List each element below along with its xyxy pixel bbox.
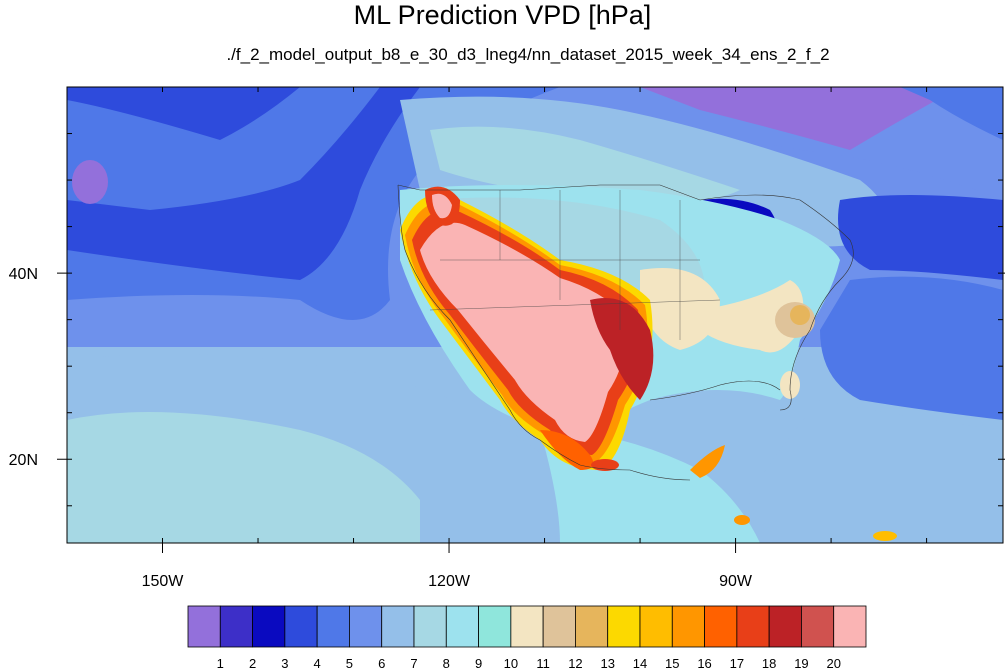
lon-tick-label: 150W [142,573,185,590]
colorbar-label: 10 [504,656,518,671]
colorbar-swatch [607,605,641,648]
colorbar-label: 18 [762,656,776,671]
field-ne-coast [838,195,1003,280]
field-oregon-max [432,193,452,219]
colorbar-label: 15 [665,656,679,671]
field-hawaii-band [67,412,420,543]
field-canada-2 [900,87,1003,140]
colorbar-swatch [671,605,705,648]
colorbar-swatch [768,605,802,648]
lon-tick-label: 90W [719,573,753,590]
colorbar-label: 20 [826,656,840,671]
field-sa-hot [873,531,897,541]
colorbar-label: 13 [600,656,614,671]
colorbar-swatch [704,605,738,648]
state-lines [429,190,721,340]
west-coast-line [397,184,691,481]
east-coast-line [699,194,854,411]
colorbar-swatch [736,605,770,648]
colorbar-label: 4 [314,656,321,671]
colorbar-swatch [219,605,253,648]
colorbar-label: 16 [697,656,711,671]
lat-tick-label: 40N [9,266,38,283]
colorbar-label: 3 [281,656,288,671]
map-frame [66,86,1004,544]
colorbar-label: 14 [633,656,647,671]
field-texas-hot [590,298,654,400]
colorbar-swatch [639,605,673,648]
colorbar-swatch [478,605,512,648]
colorbar-label: 8 [443,656,450,671]
colorbar-swatch [510,605,544,648]
colorbar-label: 1 [217,656,224,671]
colorbar-swatch [801,605,835,648]
field-caribbean [720,400,1003,543]
colorbar-swatch [542,605,576,648]
colorbar-label: 7 [410,656,417,671]
chart-title: ML Prediction VPD [hPa] [353,0,652,30]
colorbar-swatch [833,605,867,648]
colorbar-swatch [413,605,447,648]
field-canada-land-2 [430,126,740,204]
lat-ticks: 40N 20N [9,86,1005,507]
colorbar-swatch [316,605,350,648]
colorbar-label: 12 [568,656,582,671]
field-canada-purple [640,87,960,150]
colorbar-label: 5 [346,656,353,671]
field-yucatan-hot [690,445,725,478]
boundaries [397,184,854,481]
colorbar-label: 11 [536,656,550,671]
colorbar-label: 9 [475,656,482,671]
colorbar-label: 2 [249,656,256,671]
vpd-field [67,87,1003,543]
us-canada-border [397,184,701,201]
colorbar: 1 2 3 4 5 6 7 8 9 10 11 12 13 14 15 16 17 18 19 20 [187,605,867,671]
lon-tick-label: 120W [428,573,471,590]
field-sw-20 [420,222,626,442]
colorbar-swatch [284,605,318,648]
field-mexico-hot [540,430,594,470]
colorbar-swatch [349,605,383,648]
colorbar-swatch [575,605,609,648]
field-southeast-warm [700,280,804,353]
field-purple-blob [72,160,108,204]
colorbar-label: 19 [794,656,808,671]
gulf-coast-line [649,380,781,401]
field-atlantic [820,276,1003,420]
colorbar-swatch [252,605,286,648]
lat-tick-label: 20N [9,452,38,469]
lon-ticks: 150W 120W 90W [66,87,928,590]
colorbar-swatch [187,605,221,648]
colorbar-swatch [445,605,479,648]
colorbar-label: 6 [378,656,385,671]
colorbar-label: 17 [730,656,744,671]
field-central-america-hot [734,515,750,525]
field-carolina-hot [790,305,810,325]
colorbar-swatch [381,605,415,648]
field-npac-4 [67,87,300,140]
chart-subtitle: ./f_2_model_output_b8_e_30_d3_lneg4/nn_d… [226,45,830,64]
